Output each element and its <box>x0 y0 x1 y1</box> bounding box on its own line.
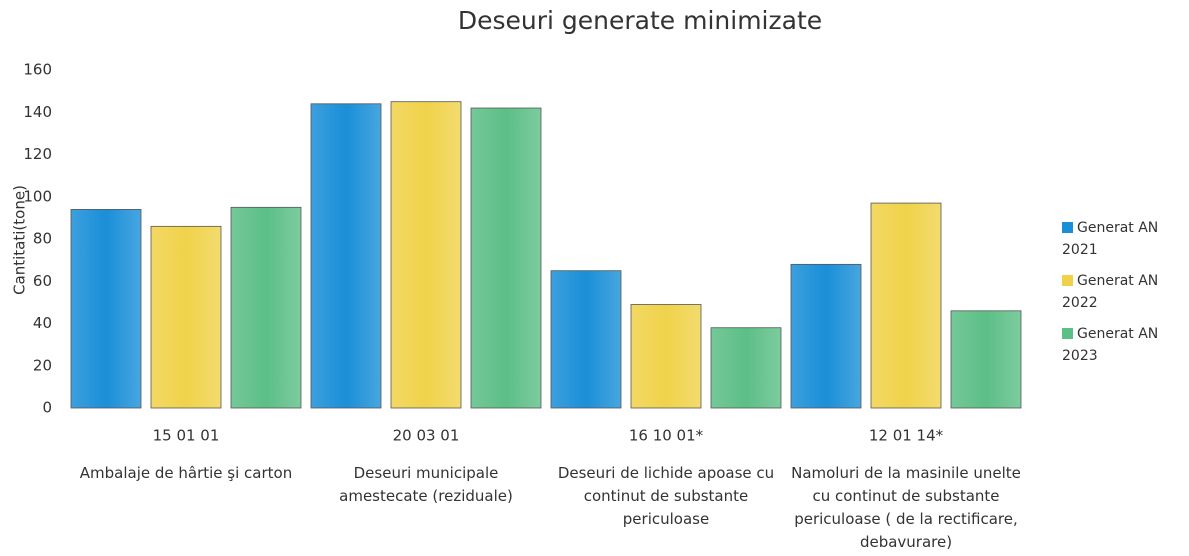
legend-entry: Generat AN 2022 <box>1062 270 1182 314</box>
y-axis-label: Cantitati(tone) <box>11 185 29 295</box>
legend-label: Generat AN 2021 <box>1062 220 1159 258</box>
x-tick-label: 15 01 01 <box>153 427 220 445</box>
bar <box>150 225 222 409</box>
y-tick-label: 80 <box>33 230 52 248</box>
legend-label: Generat AN 2023 <box>1062 326 1159 364</box>
legend-entry: Generat AN 2021 <box>1062 217 1182 261</box>
legend-swatch <box>1062 222 1073 233</box>
legend-label: Generat AN 2022 <box>1062 273 1159 311</box>
bar <box>710 327 782 409</box>
bar <box>390 101 462 409</box>
y-tick-label: 20 <box>33 356 52 374</box>
bar <box>310 103 382 409</box>
bar <box>790 263 862 409</box>
y-tick-label: 160 <box>23 61 52 79</box>
category-description: Deseuri municipale amestecate (reziduale… <box>339 464 513 505</box>
legend-entry: Generat AN 2023 <box>1062 323 1182 367</box>
chart-title: Deseuri generate minimizate <box>458 6 822 35</box>
bar <box>630 304 702 409</box>
x-tick-label: 12 01 14* <box>869 427 944 445</box>
category-description: Deseuri de lichide apoase cu continut de… <box>557 464 775 528</box>
bar <box>550 270 622 409</box>
bar <box>870 202 942 409</box>
legend-swatch <box>1062 275 1073 286</box>
bar <box>70 209 142 409</box>
category-description: Namoluri de la masinile unelte cu contin… <box>791 464 1021 551</box>
y-tick-label: 40 <box>33 314 52 332</box>
legend-swatch <box>1062 328 1073 339</box>
x-tick-label: 20 03 01 <box>393 427 460 445</box>
y-tick-label: 140 <box>23 103 52 121</box>
y-tick-label: 60 <box>33 272 52 290</box>
x-tick-label: 16 10 01* <box>629 427 704 445</box>
category-description: Ambalaje de hârtie şi carton <box>79 464 293 482</box>
y-tick-label: 0 <box>42 399 52 417</box>
bar <box>230 206 302 409</box>
y-tick-label: 100 <box>23 187 52 205</box>
bar <box>950 310 1022 409</box>
bar <box>470 107 542 409</box>
y-tick-label: 120 <box>23 145 52 163</box>
